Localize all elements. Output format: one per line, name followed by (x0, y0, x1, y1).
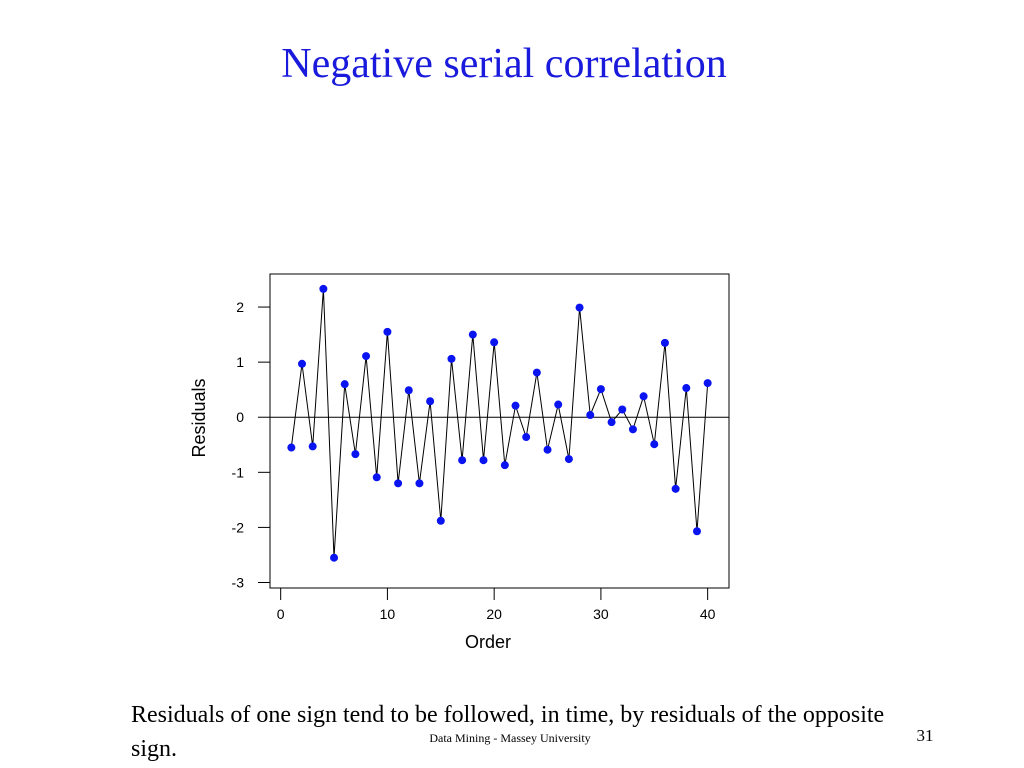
residual-point (394, 479, 403, 488)
residual-point (682, 384, 691, 393)
residual-point (703, 379, 712, 388)
residual-point (628, 425, 637, 434)
residual-series-line (290, 288, 709, 558)
residual-point (468, 330, 477, 339)
residual-point (298, 359, 307, 368)
residual-point (575, 303, 584, 312)
residual-point (639, 392, 648, 401)
y-tick-label: -1 (232, 464, 245, 480)
residual-point (692, 527, 701, 536)
residual-point (426, 397, 435, 406)
residual-point (522, 433, 531, 442)
residual-point (564, 455, 573, 464)
x-tick-label: 0 (277, 606, 285, 622)
residual-point (511, 401, 520, 410)
y-axis-label: Residuals (189, 378, 209, 457)
residual-point (458, 456, 467, 465)
y-tick-label: -3 (232, 574, 245, 590)
x-tick-label: 20 (486, 606, 502, 622)
residual-point (287, 443, 296, 452)
residual-point (362, 352, 371, 361)
page-number: 31 (916, 726, 934, 745)
residual-point (447, 354, 456, 363)
y-tick-label: 2 (236, 299, 244, 315)
residual-point (436, 516, 445, 525)
residual-point (372, 473, 381, 482)
residual-point (650, 440, 659, 449)
plot-frame (269, 273, 730, 589)
x-axis-label: Order (465, 632, 511, 652)
residual-point (554, 400, 563, 409)
y-tick-label: -2 (232, 519, 245, 535)
residual-point (404, 386, 413, 395)
residual-point (330, 553, 339, 562)
residual-point (308, 442, 317, 451)
residual-point (490, 338, 499, 347)
slide-footer: Data Mining - Massey University (429, 731, 591, 745)
slide-caption: Residuals of one sign tend to be followe… (131, 702, 885, 762)
residual-point (415, 479, 424, 488)
y-tick-label: 0 (236, 409, 244, 425)
residual-point (383, 327, 392, 336)
y-tick-label: 1 (236, 354, 244, 370)
x-tick-label: 10 (380, 606, 396, 622)
residual-point (586, 411, 595, 420)
x-tick-label: 40 (700, 606, 716, 622)
residual-point (660, 338, 669, 347)
residual-point (500, 461, 509, 470)
residual-point (532, 368, 541, 377)
residual-point (479, 456, 488, 465)
residual-point (607, 418, 616, 427)
residual-point (543, 445, 552, 454)
residual-point (618, 405, 627, 414)
residual-point (596, 385, 605, 394)
residual-point (319, 284, 328, 293)
residual-point (351, 450, 360, 459)
residual-point (671, 484, 680, 493)
x-tick-label: 30 (593, 606, 609, 622)
residual-point (340, 380, 349, 389)
slide-title: Negative serial correlation (281, 41, 727, 87)
